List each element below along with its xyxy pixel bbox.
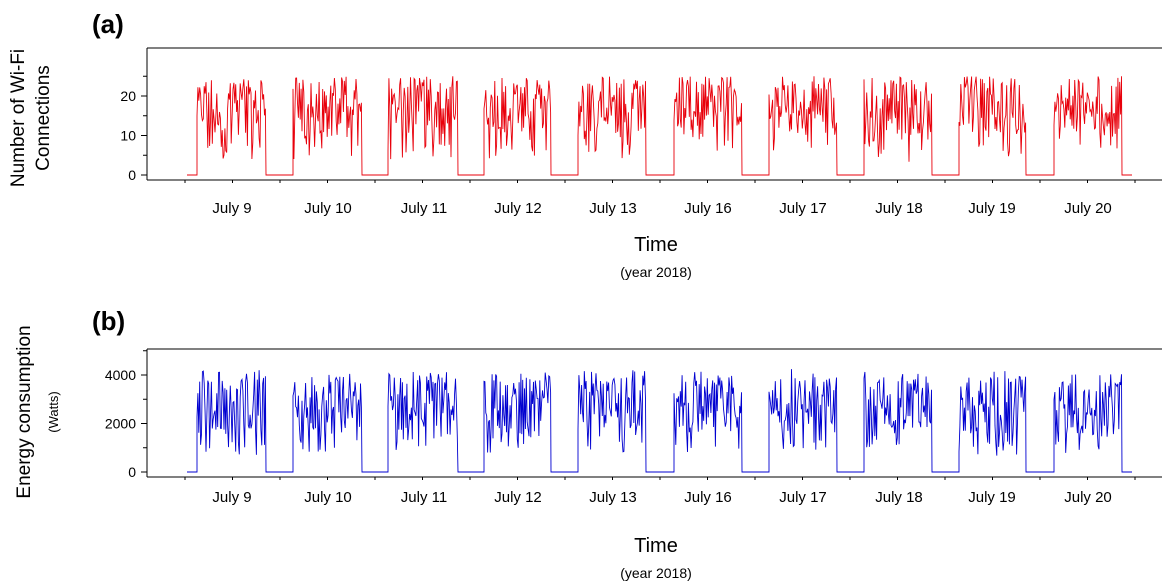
x-tick-label: July 13 [589, 489, 637, 506]
x-tick-label: July 10 [304, 200, 352, 217]
x-tick-label: July 12 [494, 200, 542, 217]
x-tick-label: July 17 [779, 489, 827, 506]
x-tick-label: July 11 [401, 489, 447, 506]
panel-a: (a) Number of Wi-Fi Connections 0 10 20 Ju… [8, 9, 1162, 280]
y-tick-label: 0 [128, 464, 136, 480]
x-tick-label: July 20 [1064, 200, 1112, 217]
panel-a-xlabel-sub: (year 2018) [620, 264, 692, 280]
y-tick-label: 20 [120, 88, 136, 104]
panel-a-ylabel-line1: Number of Wi-Fi [8, 49, 29, 187]
wifi-connections-series [187, 76, 1132, 176]
panel-b-plot-area [187, 369, 1132, 473]
panel-a-x-ticks: July 9 July 10 July 11 July 12 July 13 July 1… [184, 180, 1136, 217]
x-tick-label: July 18 [875, 200, 923, 217]
energy-consumption-series [187, 369, 1132, 473]
y-tick-label: 0 [128, 167, 136, 183]
panel-b-ylabel-unit: (Watts) [46, 391, 61, 432]
x-tick-label: July 16 [684, 200, 732, 217]
x-tick-label: July 17 [779, 200, 827, 217]
x-tick-label: July 19 [968, 200, 1016, 217]
panel-a-y-ticks: 0 10 20 [120, 75, 147, 183]
y-tick-label: 10 [120, 128, 136, 144]
x-tick-label: July 9 [212, 489, 251, 506]
x-tick-label: July 16 [684, 489, 732, 506]
panel-b-label: (b) [92, 306, 125, 336]
x-tick-label: July 13 [589, 200, 637, 217]
x-tick-label: July 18 [875, 489, 923, 506]
x-tick-label: July 12 [494, 489, 542, 506]
y-tick-label: 2000 [105, 416, 136, 432]
panel-b-y-ticks: 0 2000 4000 [105, 350, 147, 480]
panel-a-xlabel: Time [634, 234, 678, 256]
x-tick-label: July 19 [968, 489, 1016, 506]
panel-b-xlabel-sub: (year 2018) [620, 565, 692, 581]
x-tick-label: July 11 [401, 200, 447, 217]
panel-b-ylabel: Energy consumption [14, 325, 35, 498]
panel-a-ylabel-line2: Connections [33, 65, 54, 171]
panel-a-plot-area [187, 76, 1132, 176]
y-tick-label: 4000 [105, 367, 136, 383]
panel-b-xlabel: Time [634, 535, 678, 557]
panel-b: (b) Energy consumption (Watts) 0 2000 4000… [14, 306, 1162, 581]
x-tick-label: July 20 [1064, 489, 1112, 506]
panel-b-x-ticks: July 9 July 10 July 11 July 12 July 13 July 1… [184, 477, 1136, 506]
panel-a-label: (a) [92, 9, 124, 39]
x-tick-label: July 10 [304, 489, 352, 506]
x-tick-label: July 9 [212, 200, 251, 217]
